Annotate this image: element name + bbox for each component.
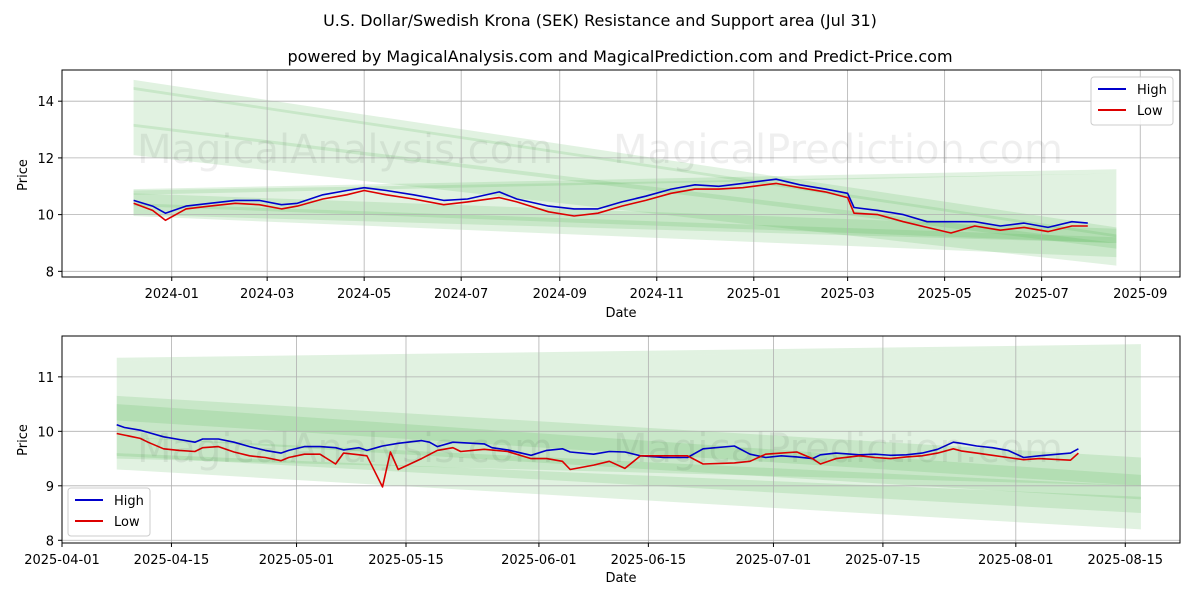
band-5 bbox=[116, 453, 1141, 530]
x-tick-label-2024-03: 2024-03 bbox=[240, 287, 294, 302]
x-axis-label: Date bbox=[605, 306, 636, 321]
x-tick-label-2025-05: 2025-05 bbox=[917, 287, 971, 302]
y-tick-label-8: 8 bbox=[46, 534, 54, 549]
resistance-support-chart-zoom: MagicalAnalysis.com MagicalPrediction.co… bbox=[16, 335, 1181, 586]
series-lines bbox=[133, 178, 1088, 234]
x-tick-label-2025-08-01: 2025-08-01 bbox=[978, 553, 1054, 568]
band-4 bbox=[133, 173, 1117, 243]
watermark-layer: MagicalAnalysis.com MagicalPrediction.co… bbox=[137, 426, 1063, 472]
series-high-line bbox=[116, 424, 1079, 460]
x-tick-label-2024-09: 2024-09 bbox=[533, 287, 587, 302]
x-tick-label-2025-08-15: 2025-08-15 bbox=[1087, 553, 1163, 568]
y-tick-label-9: 9 bbox=[46, 480, 54, 495]
plot-frame bbox=[61, 335, 1181, 544]
y-tick-label-10: 10 bbox=[37, 425, 54, 440]
x-tick-label-2025-03: 2025-03 bbox=[820, 287, 874, 302]
x-tick-label-2024-01: 2024-01 bbox=[145, 287, 199, 302]
series-low-line bbox=[116, 432, 1079, 488]
x-tick-label-2025-06-15: 2025-06-15 bbox=[611, 553, 687, 568]
resistance-support-chart-full: MagicalAnalysis.com MagicalPrediction.co… bbox=[16, 69, 1181, 321]
y-tick-label-12: 12 bbox=[37, 152, 54, 167]
x-tick-label-2025-07-15: 2025-07-15 bbox=[845, 553, 921, 568]
x-tick-label-2025-06-01: 2025-06-01 bbox=[501, 553, 577, 568]
x-tick-label-2024-05: 2024-05 bbox=[337, 287, 391, 302]
x-tick-label-2025-05-01: 2025-05-01 bbox=[259, 553, 335, 568]
x-tick-label-2025-04-15: 2025-04-15 bbox=[134, 553, 210, 568]
watermark-prediction: MagicalPrediction.com bbox=[613, 127, 1063, 173]
y-tick-label-8: 8 bbox=[46, 265, 54, 280]
y-tick-label-11: 11 bbox=[37, 371, 54, 386]
y-tick-label-10: 10 bbox=[37, 209, 54, 224]
x-tick-label-2025-01: 2025-01 bbox=[727, 287, 781, 302]
legend: High Low bbox=[1090, 76, 1174, 126]
x-tick-label-2025-09: 2025-09 bbox=[1113, 287, 1167, 302]
band-2 bbox=[116, 395, 1141, 486]
series-low-line bbox=[133, 182, 1088, 234]
y-axis-label: Price bbox=[16, 159, 31, 191]
x-axis-label: Date bbox=[605, 571, 636, 586]
band-4 bbox=[116, 436, 1141, 514]
band-6 bbox=[133, 203, 1117, 258]
x-axis-ticks: 2025-04-01 2025-04-15 2025-05-01 2025-05-15… bbox=[24, 543, 1163, 568]
y-axis-ticks: 8 9 10 11 bbox=[37, 371, 62, 549]
x-tick-label-2024-07: 2024-07 bbox=[434, 287, 488, 302]
chart-title: U.S. Dollar/Swedish Krona (SEK) Resistan… bbox=[323, 11, 877, 30]
band-1 bbox=[133, 87, 1117, 249]
x-tick-label-2025-07-01: 2025-07-01 bbox=[736, 553, 812, 568]
watermark-prediction: MagicalPrediction.com bbox=[613, 426, 1063, 472]
band-3 bbox=[116, 404, 1141, 500]
grid-lines bbox=[61, 336, 1180, 543]
watermark-layer: MagicalAnalysis.com MagicalPrediction.co… bbox=[137, 127, 1063, 173]
legend-low-label: Low bbox=[1137, 104, 1163, 119]
legend: High Low bbox=[67, 487, 151, 537]
band-3 bbox=[133, 169, 1117, 195]
band-0 bbox=[116, 344, 1141, 361]
legend-high-label: High bbox=[114, 494, 144, 509]
band-5 bbox=[133, 193, 1117, 243]
x-tick-label-2025-04-01: 2025-04-01 bbox=[24, 553, 100, 568]
chart-subtitle: powered by MagicalAnalysis.com and Magic… bbox=[287, 47, 952, 66]
y-tick-label-14: 14 bbox=[37, 95, 54, 110]
y-axis-ticks: 8 10 12 14 bbox=[37, 95, 62, 280]
x-tick-label-2025-07: 2025-07 bbox=[1014, 287, 1068, 302]
x-axis-ticks: 2024-01 2024-03 2024-05 2024-07 2024-09 2024-… bbox=[145, 277, 1167, 302]
band-group bbox=[133, 79, 1117, 266]
watermark-analysis: MagicalAnalysis.com bbox=[137, 426, 553, 472]
band-0 bbox=[133, 79, 1117, 238]
legend-low-label: Low bbox=[114, 515, 140, 530]
band-1 bbox=[116, 349, 1141, 486]
plot-frame bbox=[61, 69, 1181, 278]
band-2 bbox=[133, 123, 1117, 266]
band-group bbox=[116, 344, 1141, 530]
legend-high-label: High bbox=[1137, 83, 1167, 98]
series-high-line bbox=[133, 178, 1088, 229]
watermark-analysis: MagicalAnalysis.com bbox=[137, 127, 553, 173]
x-tick-label-2024-11: 2024-11 bbox=[630, 287, 684, 302]
y-axis-label: Price bbox=[16, 424, 31, 456]
x-tick-label-2025-05-15: 2025-05-15 bbox=[368, 553, 444, 568]
series-lines bbox=[116, 424, 1079, 488]
